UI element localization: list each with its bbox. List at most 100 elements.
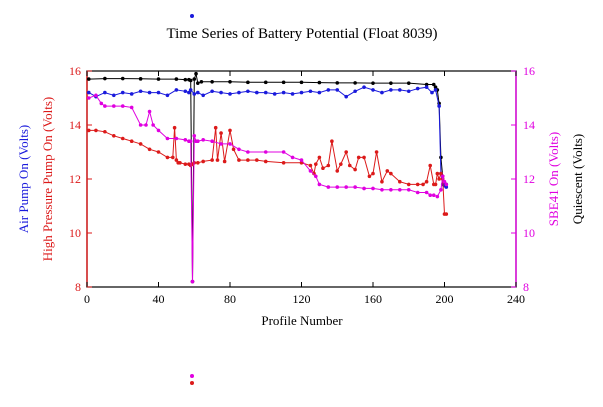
series-point-3 <box>353 185 357 189</box>
series-point-2 <box>444 212 449 216</box>
series-point-2 <box>424 179 429 184</box>
right-tick-label: 10 <box>523 226 535 240</box>
left-tick-label: 12 <box>69 172 81 186</box>
series-point-1 <box>398 88 402 92</box>
series-point-3 <box>431 193 436 197</box>
plot-frame <box>86 70 517 288</box>
series-point-2 <box>385 169 390 173</box>
series-point-3 <box>246 150 250 154</box>
x-tick-label: 80 <box>224 292 236 306</box>
series-point-2 <box>367 174 372 179</box>
series-point-1 <box>444 185 449 189</box>
series-point-1 <box>255 90 259 95</box>
series-point-3 <box>308 169 313 173</box>
series-point-0 <box>183 77 188 82</box>
series-point-3 <box>362 186 366 191</box>
x-tick-label: 200 <box>436 292 454 306</box>
series-point-1 <box>219 90 223 95</box>
series-point-3 <box>174 136 179 141</box>
series-point-2 <box>174 158 179 162</box>
series-point-1 <box>415 86 420 91</box>
right-tick-label: 8 <box>523 280 529 294</box>
series-point-0 <box>406 81 411 85</box>
series-point-3 <box>196 139 200 143</box>
series-point-3 <box>398 188 402 192</box>
series-point-2 <box>213 125 218 130</box>
series-point-2 <box>356 155 361 160</box>
series-point-3 <box>440 174 445 179</box>
right-axis-label-quiescent: Quiescent (Volts) <box>570 134 585 224</box>
series-point-0 <box>335 81 340 85</box>
series-point-2 <box>172 125 177 130</box>
series-point-2 <box>415 182 420 187</box>
series-point-3 <box>442 179 447 184</box>
series-point-1 <box>353 89 357 94</box>
series-point-3 <box>156 128 161 133</box>
x-tick-label: 0 <box>84 292 90 306</box>
series-point-0 <box>192 77 197 81</box>
series-point-1 <box>129 92 134 96</box>
series-point-2 <box>215 158 220 162</box>
series-point-2 <box>178 161 182 165</box>
series-point-2 <box>219 131 223 135</box>
series-point-2 <box>171 155 175 160</box>
series-point-0 <box>120 76 125 81</box>
series-point-2 <box>222 159 227 164</box>
series-point-0 <box>194 71 198 76</box>
series-point-1 <box>192 92 197 96</box>
series-point-3 <box>147 109 152 114</box>
series-point-2 <box>165 155 170 160</box>
series-point-0 <box>433 85 438 89</box>
chart-title: Time Series of Battery Potential (Float … <box>166 26 437 42</box>
series-point-0 <box>424 82 429 87</box>
series-point-1 <box>424 85 429 89</box>
series-point-2 <box>138 142 143 146</box>
right-axis-labels: SBE41 On (Volts) Quiescent (Volts) <box>546 132 585 226</box>
series-point-1 <box>281 90 286 95</box>
series-point-3 <box>371 186 375 191</box>
series-point-3 <box>326 185 331 189</box>
series-point-2 <box>339 162 343 166</box>
series-point-1 <box>308 89 313 94</box>
left-axis-labels: Air Pump On (Volts) High Pressure Pump O… <box>16 97 55 261</box>
left-axis-label-hp-pump: High Pressure Pump On (Volts) <box>40 97 55 261</box>
series-point-2 <box>183 162 188 166</box>
series-point-2 <box>237 158 241 162</box>
right-tick-label: 16 <box>523 64 535 78</box>
series-point-0 <box>103 76 107 81</box>
series-point-3 <box>192 134 197 138</box>
series-point-0 <box>353 81 357 85</box>
series-point-3 <box>415 190 420 195</box>
series-point-2 <box>380 179 384 184</box>
series-point-3 <box>444 182 449 187</box>
series-point-3 <box>299 158 304 162</box>
series-point-3 <box>435 194 440 199</box>
series-point-0 <box>174 77 179 81</box>
series-point-1 <box>246 89 250 94</box>
series-point-2 <box>314 162 318 166</box>
series-point-3 <box>281 150 286 154</box>
series-point-3 <box>380 188 384 192</box>
series-point-2 <box>86 128 91 133</box>
series-point-0 <box>196 81 200 85</box>
series-point-2 <box>398 179 402 184</box>
series-point-2 <box>435 171 440 176</box>
series-point-3 <box>406 188 411 192</box>
series-point-1 <box>326 88 331 92</box>
series-point-2 <box>94 128 98 133</box>
series-point-0 <box>317 80 322 85</box>
series-point-3 <box>144 123 148 127</box>
series-point-1 <box>174 88 179 92</box>
series-point-2 <box>120 136 125 141</box>
series-line-0 <box>88 73 447 282</box>
series-point-1 <box>112 93 116 98</box>
series-point-2 <box>281 161 286 165</box>
series-line-2 <box>88 127 447 215</box>
right-tick-label: 12 <box>523 172 535 186</box>
series-point-3 <box>103 104 107 108</box>
series-point-3 <box>335 185 340 189</box>
series-point-2 <box>246 158 250 162</box>
series-point-1 <box>272 92 277 96</box>
series-point-2 <box>228 128 232 133</box>
left-axis-label-air-pump: Air Pump On (Volts) <box>16 125 31 233</box>
